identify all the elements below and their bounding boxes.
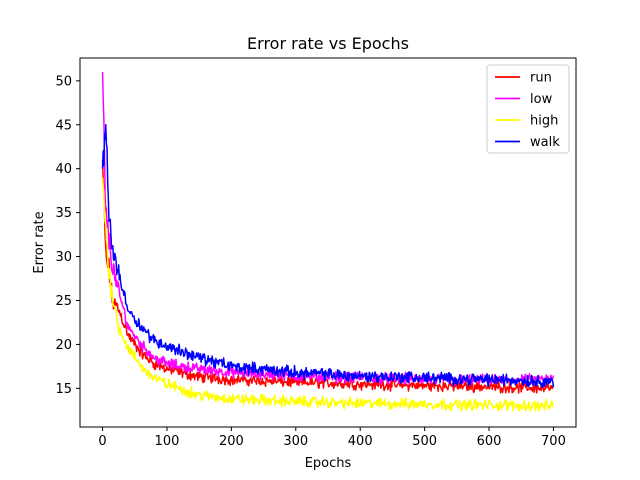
y-tick-label: 25	[55, 294, 72, 309]
x-axis-label: Epochs	[305, 456, 352, 471]
series-line-walk	[101, 123, 555, 389]
plot-lines	[101, 72, 555, 412]
x-tick-label: 700	[541, 434, 566, 449]
y-tick-label: 45	[55, 118, 72, 133]
y-axis-label: Error rate	[32, 211, 47, 273]
legend-label-low: low	[530, 92, 553, 107]
series-line-high	[101, 177, 554, 412]
legend-label-high: high	[530, 114, 558, 129]
y-axis-ticks: 15 20 25 30 35 40 45 50	[55, 74, 80, 397]
y-tick-label: 50	[55, 74, 72, 89]
y-tick-label: 35	[55, 206, 72, 221]
x-tick-label: 200	[219, 434, 244, 449]
y-tick-label: 40	[55, 162, 72, 177]
x-tick-label: 500	[412, 434, 437, 449]
x-tick-label: 100	[155, 434, 180, 449]
y-tick-label: 15	[55, 382, 72, 397]
legend-label-walk: walk	[530, 135, 560, 150]
x-tick-label: 300	[283, 434, 308, 449]
legend-box	[486, 64, 570, 154]
x-tick-label: 600	[477, 434, 502, 449]
y-tick-label: 20	[55, 338, 72, 353]
chart-title: Error rate vs Epochs	[247, 34, 409, 53]
series-line-run	[101, 159, 555, 394]
y-tick-label: 30	[55, 250, 72, 265]
x-axis-ticks: 0 100 200 300 400 500 600 700	[98, 427, 566, 449]
x-tick-label: 400	[348, 434, 373, 449]
legend: run low high walk	[486, 64, 570, 154]
legend-label-run: run	[530, 71, 552, 86]
plot-frame	[79, 57, 577, 428]
x-tick-label: 0	[98, 434, 106, 449]
